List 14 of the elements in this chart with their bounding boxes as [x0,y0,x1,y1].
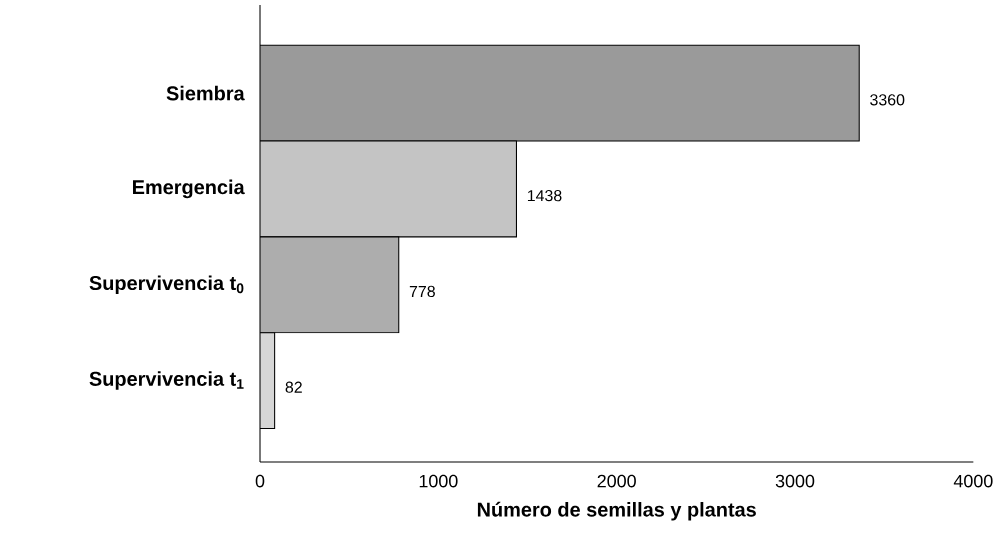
x-tick-label: 1000 [419,474,458,488]
y-tick-label: Siembra [166,85,245,101]
x-axis-title: Número de semillas y plantas [477,501,756,521]
y-tick-label: Supervivencia t$_{1}$ [89,371,244,390]
y-tick-label: Supervivencia t$_{0}$ [89,275,244,295]
data-label: 778 [409,285,435,298]
y-tick-label: Emergencia [133,179,245,199]
data-label: 82 [285,381,302,393]
x-tick-label: 2000 [597,474,636,488]
data-label: 1438 [527,189,562,202]
data-label: 3360 [870,94,905,106]
x-tick-label: 4000 [953,474,993,488]
x-tick-label: 0 [255,474,265,488]
x-tick-label: 3000 [775,474,815,488]
